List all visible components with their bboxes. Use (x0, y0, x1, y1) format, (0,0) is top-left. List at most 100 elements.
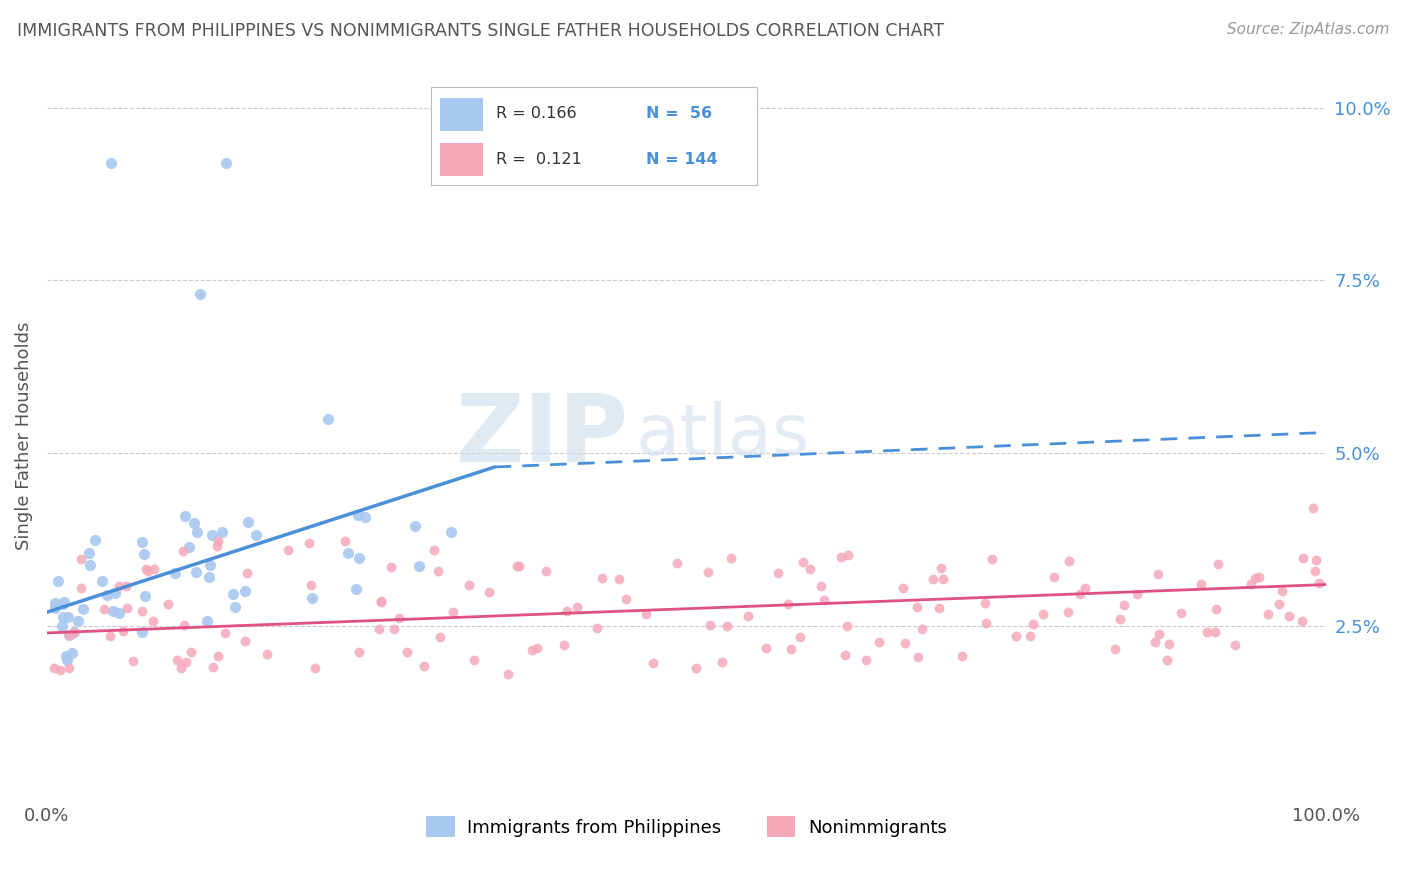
Point (614, 591, 637, 606)
Point (1305, 552, 1327, 566)
Point (1114, 598, 1136, 612)
Point (382, 622, 405, 636)
Point (69, 582, 91, 596)
Point (789, 630, 811, 644)
Point (1170, 606, 1192, 620)
Point (166, 653, 188, 667)
Point (423, 543, 446, 558)
Point (1018, 629, 1040, 643)
Point (165, 566, 187, 581)
Point (135, 562, 157, 576)
Point (586, 621, 609, 635)
Point (58, 628, 80, 642)
Point (233, 633, 256, 648)
Point (710, 655, 733, 669)
Point (1156, 653, 1178, 667)
Point (316, 411, 339, 425)
Point (44, 596, 66, 610)
Point (136, 565, 159, 579)
Point (1247, 570, 1270, 584)
Point (792, 555, 814, 569)
Point (142, 614, 165, 628)
Point (534, 564, 557, 578)
Text: Source: ZipAtlas.com: Source: ZipAtlas.com (1226, 22, 1389, 37)
Point (354, 510, 377, 524)
Point (928, 600, 950, 615)
Point (49, 663, 72, 677)
Point (1278, 609, 1301, 624)
Point (1292, 550, 1315, 565)
Point (1109, 612, 1132, 626)
Point (950, 649, 973, 664)
Point (1197, 624, 1219, 639)
Point (1126, 587, 1149, 601)
Point (103, 586, 125, 600)
Point (868, 635, 890, 649)
Point (380, 559, 402, 574)
Point (107, 606, 129, 620)
Point (755, 641, 778, 656)
Point (201, 528, 224, 542)
Y-axis label: Single Father Households: Single Father Households (15, 322, 32, 550)
Point (277, 543, 299, 558)
Point (766, 566, 789, 580)
Point (1305, 564, 1327, 578)
Point (58, 628, 80, 642)
Point (112, 624, 135, 638)
Point (976, 615, 998, 630)
Point (1022, 616, 1045, 631)
Point (186, 525, 208, 540)
Text: atlas: atlas (636, 401, 810, 470)
Point (215, 156, 238, 170)
Point (1143, 635, 1166, 649)
Point (245, 527, 267, 541)
Point (891, 581, 914, 595)
Point (1157, 637, 1180, 651)
Point (184, 565, 207, 579)
Point (634, 607, 657, 621)
Point (370, 594, 392, 608)
Point (131, 535, 153, 549)
Point (413, 659, 436, 673)
Point (347, 551, 370, 566)
Point (58, 610, 80, 624)
Point (1057, 605, 1080, 619)
Point (506, 559, 529, 574)
Point (72, 601, 94, 615)
Point (404, 519, 426, 533)
Point (60, 646, 83, 660)
Point (810, 579, 832, 593)
Point (830, 550, 852, 565)
Point (1257, 607, 1279, 622)
Point (52, 610, 75, 624)
Point (1244, 571, 1267, 585)
Point (236, 566, 259, 581)
Point (52, 597, 75, 611)
Point (440, 525, 463, 540)
Point (666, 557, 689, 571)
Point (1205, 602, 1227, 616)
Point (44, 601, 66, 615)
Point (496, 666, 519, 681)
Point (396, 645, 419, 659)
Point (173, 618, 195, 632)
Point (63, 624, 86, 639)
Point (170, 661, 193, 675)
Point (179, 540, 201, 554)
Point (834, 648, 856, 662)
Point (202, 660, 225, 674)
Point (134, 589, 156, 603)
Point (233, 583, 256, 598)
Point (591, 571, 613, 585)
Point (893, 636, 915, 650)
Point (347, 644, 370, 658)
Point (58, 661, 80, 675)
Point (720, 550, 742, 565)
Point (1308, 575, 1330, 590)
Point (180, 645, 202, 659)
Point (813, 593, 835, 607)
Point (408, 558, 430, 573)
Point (526, 640, 548, 655)
Point (911, 622, 934, 636)
Point (200, 558, 222, 572)
